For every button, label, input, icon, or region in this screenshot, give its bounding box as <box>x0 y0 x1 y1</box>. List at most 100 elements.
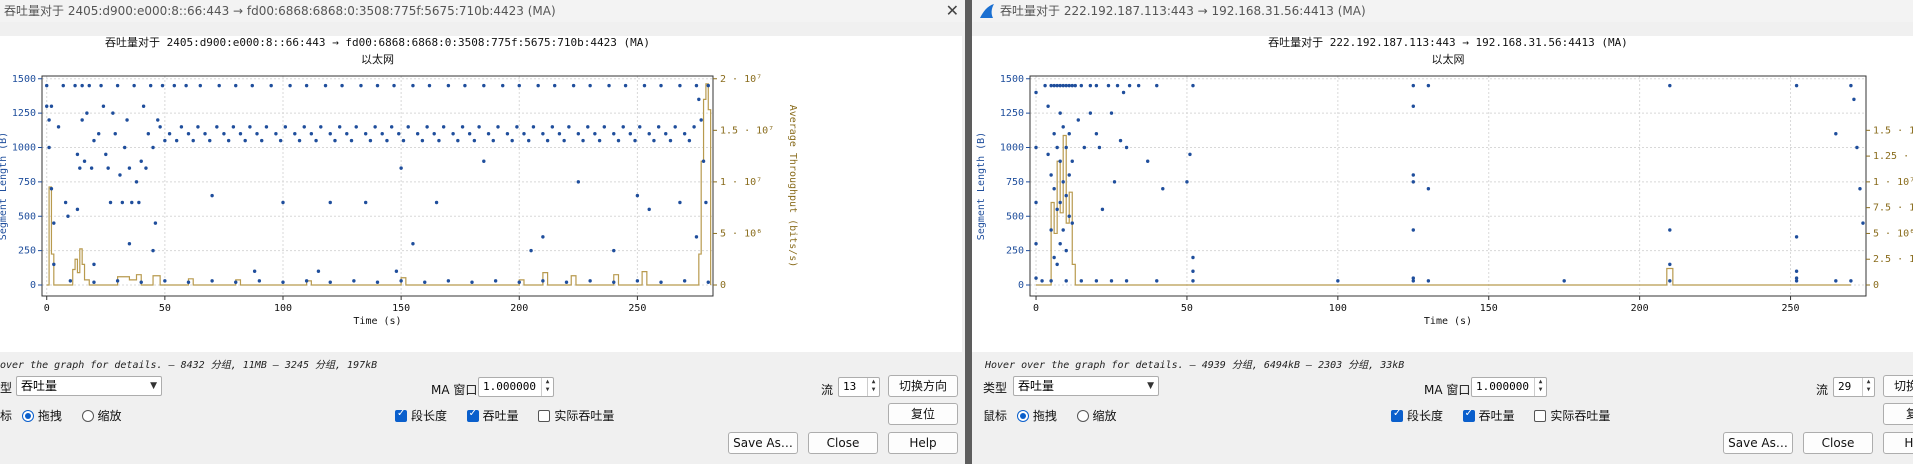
right-checkbox-segment-length[interactable] <box>1391 408 1403 422</box>
left-segment-point <box>252 269 257 273</box>
right-segment-point <box>1849 279 1853 283</box>
left-segment-point <box>120 200 125 205</box>
right-throughput-chart[interactable]: 吞吐量对于 222.192.187.113:443 → 192.168.31.5… <box>972 36 1913 352</box>
right-segment-point <box>1411 173 1415 177</box>
left-segment-point <box>127 242 132 246</box>
right-segment-point <box>1191 269 1195 273</box>
left-segment-point <box>45 83 49 88</box>
left-y2-tick-label: 2 · 10⁷ <box>720 74 762 85</box>
left-type-select[interactable]: 吞吐量 ▼ <box>16 376 162 396</box>
left-segment-point <box>319 125 323 129</box>
close-icon[interactable]: ✕ <box>945 1 959 20</box>
left-segment-point <box>517 280 521 284</box>
left-type-label: 型 <box>0 381 13 395</box>
left-checkbox-goodput[interactable] <box>538 410 551 422</box>
spin-arrows-icon[interactable]: ▲ ▼ <box>541 378 553 396</box>
left-stream-input[interactable]: 13 ▲ ▼ <box>838 377 880 397</box>
left-segment-point <box>130 200 134 205</box>
left-segment-point <box>293 132 297 136</box>
right-stream-label: 流 <box>1816 383 1829 397</box>
right-segment-point <box>1834 279 1838 283</box>
left-plot-area[interactable]: 吞吐量对于 2405:d900:e000:8::66:443 → fd00:68… <box>0 36 962 352</box>
spin-arrows-icon[interactable]: ▲ ▼ <box>1534 378 1546 396</box>
left-segment-point <box>664 132 668 136</box>
left-hover-hint: over the graph for details. — 8432 分组, 1… <box>0 360 378 371</box>
left-help-button[interactable]: Help <box>888 432 958 454</box>
left-segment-point <box>248 125 252 129</box>
left-segment-point <box>156 118 160 122</box>
left-segment-point <box>167 132 172 136</box>
right-y-tick-label: 0 <box>1018 280 1024 291</box>
left-segment-point <box>399 166 403 170</box>
left-segment-point <box>545 138 550 143</box>
left-segment-point <box>697 97 701 102</box>
left-ma-value: 1.000000 <box>483 380 536 393</box>
right-type-select[interactable]: 吞吐量 ▼ <box>1013 376 1159 396</box>
right-segment-point <box>1426 279 1431 283</box>
left-ma-window-input[interactable]: 1.000000 ▲ ▼ <box>478 377 554 397</box>
left-segment-point <box>179 125 184 129</box>
left-segment-point <box>264 125 269 129</box>
right-checkbox-goodput[interactable] <box>1534 410 1547 422</box>
right-radio-zoom[interactable] <box>1076 410 1089 422</box>
left-checkbox-row: 段长度 吞吐量 实际吞吐量 <box>395 407 614 424</box>
right-save-as-button[interactable]: Save As… <box>1723 432 1793 454</box>
left-segment-point <box>99 83 103 88</box>
left-checkbox-throughput-label: 吞吐量 <box>482 409 519 423</box>
left-segment-point <box>687 138 692 143</box>
right-close-button[interactable]: Close <box>1803 432 1873 454</box>
spin-arrows-icon[interactable]: ▲ ▼ <box>1862 378 1874 396</box>
left-checkbox-throughput[interactable] <box>466 408 479 422</box>
left-segment-point <box>144 166 148 170</box>
left-segment-point <box>134 180 139 184</box>
right-radio-drag[interactable] <box>1016 410 1029 422</box>
left-segment-point <box>210 279 214 283</box>
left-segment-point <box>389 125 394 129</box>
left-segment-point <box>472 138 477 143</box>
left-segment-point <box>699 118 703 122</box>
right-segment-point <box>1411 279 1415 283</box>
right-segment-point <box>1668 279 1672 283</box>
left-segment-point <box>281 280 285 284</box>
left-reset-button[interactable]: 复位 <box>888 403 958 425</box>
left-close-button[interactable]: Close <box>808 432 878 454</box>
right-stream-input[interactable]: 29 ▲ ▼ <box>1833 377 1875 397</box>
right-reset-button[interactable]: 复位 <box>1883 403 1913 425</box>
right-y-tick-label: 1250 <box>1000 108 1024 119</box>
left-segment-point <box>616 138 621 143</box>
left-ma-label: MA 窗口 <box>431 383 478 397</box>
left-radio-zoom[interactable] <box>81 410 94 422</box>
left-segment-point <box>456 138 460 143</box>
left-segment-point <box>215 125 219 129</box>
left-segment-point <box>623 83 628 88</box>
right-segment-point <box>1115 83 1120 88</box>
left-throughput-chart[interactable]: 吞吐量对于 2405:d900:e000:8::66:443 → fd00:68… <box>0 36 962 352</box>
right-segment-point <box>1034 200 1038 205</box>
right-segment-point <box>1191 255 1195 260</box>
left-save-as-button[interactable]: Save As… <box>728 432 798 454</box>
left-segment-point <box>89 166 94 170</box>
left-segment-point <box>633 138 637 143</box>
left-segment-point <box>411 83 415 88</box>
left-segment-point <box>659 280 663 284</box>
left-segment-point <box>125 118 129 122</box>
left-checkbox-segment-length[interactable] <box>395 408 407 422</box>
right-help-button[interactable]: Help <box>1883 432 1913 454</box>
left-segment-point <box>486 132 491 136</box>
right-segment-point <box>1834 132 1838 136</box>
right-segment-point <box>1191 83 1195 88</box>
right-checkbox-throughput[interactable] <box>1462 408 1475 422</box>
right-plot-area[interactable]: 吞吐量对于 222.192.187.113:443 → 192.168.31.5… <box>972 36 1913 352</box>
left-segment-point <box>682 279 687 283</box>
left-switch-direction-button[interactable]: 切换方向 <box>888 375 958 397</box>
spin-arrows-icon[interactable]: ▲ ▼ <box>867 378 879 396</box>
left-segment-point <box>706 280 710 284</box>
right-segment-point <box>1034 145 1038 150</box>
left-y-tick-label: 750 <box>18 177 36 188</box>
right-ma-window-input[interactable]: 1.000000 ▲ ▼ <box>1471 377 1547 397</box>
left-radio-drag[interactable] <box>21 410 34 422</box>
left-segment-point <box>612 132 616 136</box>
left-segment-point <box>635 193 640 198</box>
left-segment-point <box>137 200 141 205</box>
right-switch-direction-button[interactable]: 切换方向 <box>1883 375 1913 397</box>
